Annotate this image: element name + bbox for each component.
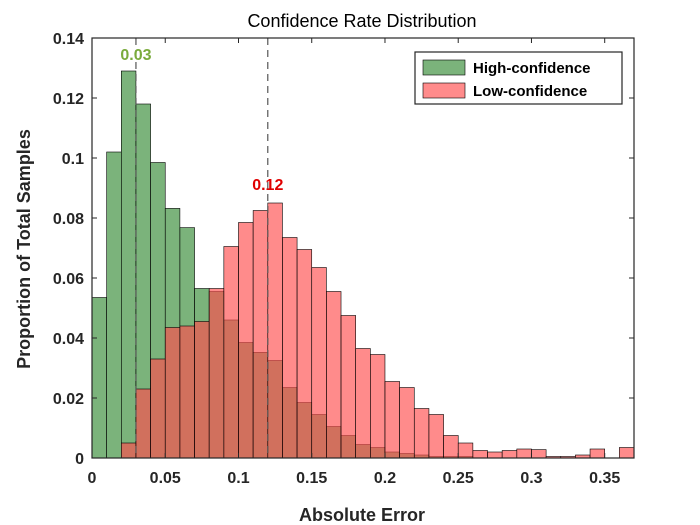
bar-low-confidence (296, 249, 313, 458)
chart-title: Confidence Rate Distribution (247, 11, 476, 31)
x-tick-label: 0.2 (374, 470, 396, 487)
legend-swatch (422, 82, 466, 99)
y-tick-label: 0 (75, 451, 84, 468)
axes (91, 37, 635, 459)
legend: High-confidence Low-confidence (414, 51, 623, 105)
x-tick-label: 0.3 (520, 470, 542, 487)
x-tick-label: 0.35 (589, 470, 620, 487)
bar-low-confidence (619, 447, 634, 458)
bar-low-confidence (589, 448, 605, 458)
bar-low-confidence (428, 414, 444, 458)
reference-lines: 0.03 0.12 (120, 38, 283, 458)
bar-low-confidence (238, 222, 254, 458)
bar-low-confidence (223, 246, 239, 458)
y-tick-label: 0.14 (53, 31, 84, 48)
x-tick-label: 0 (88, 470, 97, 487)
bar-low-confidence (516, 448, 532, 458)
x-tick-label: 0.05 (150, 470, 181, 487)
y-tick-label: 0.1 (62, 151, 84, 168)
bar-low-confidence (399, 387, 415, 458)
bar-low-confidence (179, 325, 195, 458)
legend-label: Low-confidence (473, 83, 587, 100)
y-tick-label: 0.04 (53, 331, 84, 348)
y-tick-label: 0.06 (53, 271, 84, 288)
reference-line-label: 0.12 (252, 177, 283, 194)
x-axis-ticks: 0 0.05 0.1 0.15 0.2 0.25 0.3 0.35 (88, 38, 620, 487)
bar-low-confidence (135, 388, 151, 458)
reference-line-label: 0.03 (120, 47, 151, 64)
bar-high-confidence (92, 297, 107, 458)
bar-low-confidence (121, 442, 137, 458)
bar-low-confidence (487, 451, 503, 458)
bar-low-confidence (501, 450, 518, 458)
bar-low-confidence (194, 321, 210, 458)
axes-box (91, 37, 635, 459)
y-axis-title: Proportion of Total Samples (14, 129, 34, 369)
y-tick-label: 0.08 (53, 211, 84, 228)
bar-low-confidence (370, 354, 386, 458)
bar-low-confidence (252, 210, 269, 458)
bar-low-confidence (355, 348, 371, 458)
bar-low-confidence (384, 381, 400, 458)
bar-low-confidence (443, 435, 459, 458)
bar-low-confidence (150, 358, 166, 458)
y-axis-ticks: 0 0.02 0.04 0.06 0.08 0.1 0.12 0.14 (53, 31, 634, 468)
bar-low-confidence (267, 202, 283, 458)
x-tick-label: 0.15 (296, 470, 327, 487)
bar-low-confidence (164, 327, 181, 458)
bar-low-confidence (208, 288, 225, 458)
bar-low-confidence (340, 315, 356, 458)
legend-label: High-confidence (473, 60, 591, 77)
y-tick-label: 0.02 (53, 391, 84, 408)
legend-swatch (422, 59, 466, 76)
bar-high-confidence (121, 70, 137, 458)
bar-low-confidence (472, 450, 488, 458)
x-tick-label: 0.25 (443, 470, 474, 487)
y-tick-label: 0.12 (53, 91, 84, 108)
bar-low-confidence (326, 291, 342, 458)
bar-low-confidence (282, 237, 298, 458)
bar-low-confidence (311, 267, 327, 458)
bar-low-confidence (531, 449, 547, 458)
bar-low-confidence (413, 408, 430, 458)
x-tick-label: 0.1 (227, 470, 249, 487)
bar-high-confidence (106, 151, 122, 458)
x-axis-title: Absolute Error (299, 505, 425, 525)
bar-low-confidence (457, 442, 474, 458)
series-low-confidence (121, 202, 634, 458)
